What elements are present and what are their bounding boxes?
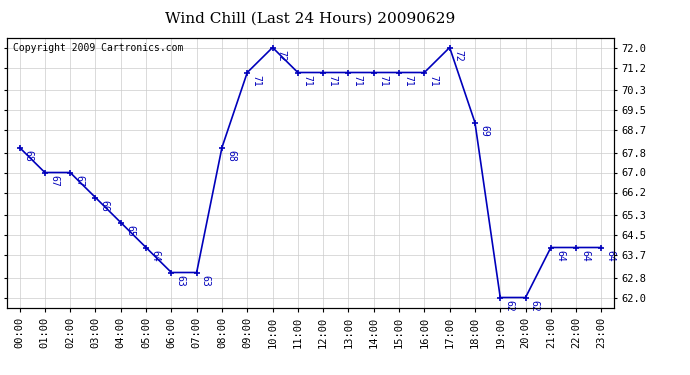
Text: 71: 71 <box>327 75 337 87</box>
Text: 71: 71 <box>378 75 388 87</box>
Text: 68: 68 <box>226 150 236 162</box>
Text: 66: 66 <box>99 200 110 212</box>
Text: 64: 64 <box>606 250 615 262</box>
Text: 62: 62 <box>530 300 540 312</box>
Text: 65: 65 <box>125 225 135 237</box>
Text: 67: 67 <box>75 175 84 187</box>
Text: 72: 72 <box>454 50 464 62</box>
Text: 67: 67 <box>49 175 59 187</box>
Text: 64: 64 <box>580 250 591 262</box>
Text: Wind Chill (Last 24 Hours) 20090629: Wind Chill (Last 24 Hours) 20090629 <box>166 11 455 25</box>
Text: 62: 62 <box>504 300 515 312</box>
Text: 64: 64 <box>555 250 565 262</box>
Text: 71: 71 <box>353 75 363 87</box>
Text: 72: 72 <box>277 50 287 62</box>
Text: 71: 71 <box>428 75 439 87</box>
Text: 71: 71 <box>251 75 262 87</box>
Text: Copyright 2009 Cartronics.com: Copyright 2009 Cartronics.com <box>13 43 184 53</box>
Text: 64: 64 <box>150 250 160 262</box>
Text: 69: 69 <box>479 125 489 137</box>
Text: 63: 63 <box>175 275 186 287</box>
Text: 71: 71 <box>302 75 312 87</box>
Text: 71: 71 <box>403 75 413 87</box>
Text: 68: 68 <box>23 150 34 162</box>
Text: 63: 63 <box>201 275 211 287</box>
